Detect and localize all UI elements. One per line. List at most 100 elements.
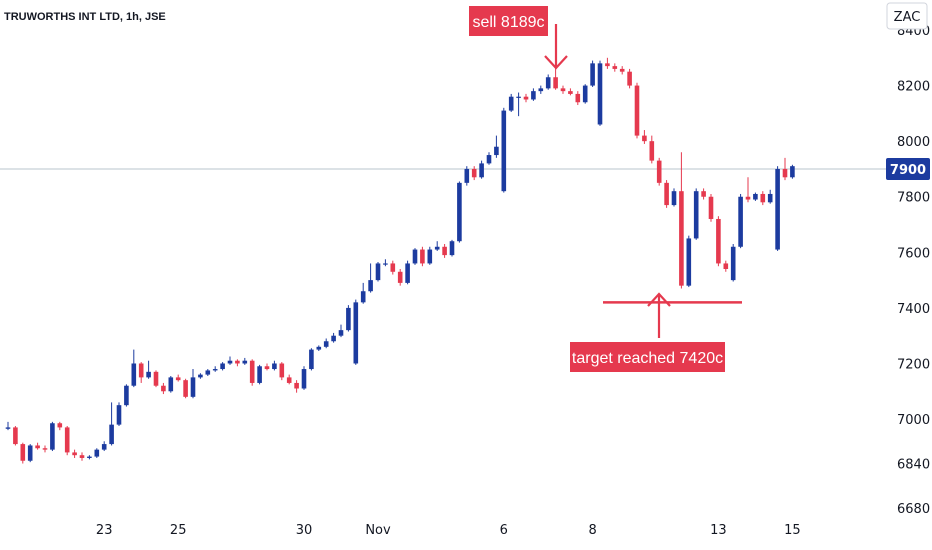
x-axis: 23 25 30 Nov 6 8 13 15 <box>96 523 801 538</box>
candle-body <box>427 249 433 264</box>
candle-body <box>701 191 706 197</box>
candle-body <box>116 405 122 425</box>
candle-body <box>175 377 181 381</box>
candle-body <box>94 449 100 457</box>
candle-body <box>397 271 403 283</box>
candle-body <box>198 374 203 378</box>
candle-body <box>627 71 632 86</box>
candle-body <box>168 377 174 392</box>
candle-body <box>538 88 544 92</box>
candle-body <box>494 146 499 156</box>
last-price-badge-box <box>886 157 930 180</box>
candle-body <box>767 193 773 203</box>
candle-body <box>782 168 788 178</box>
candle-body <box>50 423 55 450</box>
candle-body <box>434 246 440 250</box>
candle-body <box>760 193 766 203</box>
candle-body <box>264 366 270 370</box>
candle-body <box>686 238 692 286</box>
candle-body <box>212 369 218 371</box>
chart-title: TRUWORTHS INT LTD, 1h, JSE <box>4 11 166 23</box>
candle-body <box>338 330 344 336</box>
candle-body <box>220 363 225 370</box>
candle-body <box>775 168 780 250</box>
y-tick-label: 7200 <box>897 357 930 372</box>
x-tick-label: 23 <box>96 523 113 538</box>
candle-body <box>671 191 677 206</box>
sell-label-box <box>469 6 548 36</box>
candle-body <box>360 291 366 303</box>
candle-body <box>575 93 581 103</box>
y-tick-label: 8000 <box>897 135 930 150</box>
candle-body <box>323 341 329 347</box>
candles <box>5 57 795 464</box>
candle-body <box>72 452 77 456</box>
candle-body <box>501 110 507 192</box>
candle-body <box>101 444 107 450</box>
target-annotation[interactable]: target reached 7420c <box>570 292 725 372</box>
candle-body <box>331 335 336 342</box>
candle-body <box>42 448 48 450</box>
candle-body <box>405 263 410 283</box>
candle-body <box>309 349 314 370</box>
y-tick-label: 6840 <box>897 458 930 473</box>
candle-body <box>353 302 359 364</box>
candle-body <box>190 377 196 397</box>
currency-badge-box <box>886 2 928 30</box>
arrow-down-icon <box>544 24 568 70</box>
candle-body <box>87 456 92 458</box>
candle-body <box>605 63 610 67</box>
candle-body <box>516 96 521 98</box>
y-tick-label: 6680 <box>897 502 930 517</box>
candle-body <box>612 66 618 69</box>
candle-body <box>272 363 277 370</box>
candle-body <box>723 263 729 269</box>
candle-body <box>124 385 129 406</box>
candle-body <box>235 360 240 364</box>
candle-body <box>368 280 373 292</box>
candle-body <box>634 85 640 136</box>
y-tick-label: 8200 <box>897 80 930 95</box>
candle-body <box>131 363 137 386</box>
candle-body <box>590 63 595 86</box>
x-tick-label: 25 <box>170 523 187 538</box>
arrow-up-icon <box>647 292 671 338</box>
y-tick-label: 7800 <box>897 191 930 206</box>
candle-body <box>553 77 558 89</box>
candle-body <box>449 241 455 256</box>
x-tick-label: 13 <box>710 523 727 538</box>
candle-body <box>20 444 26 461</box>
target-label-box <box>570 342 725 372</box>
candle-body <box>346 307 351 331</box>
currency-badge[interactable]: ZAC <box>886 2 928 30</box>
candle-body <box>301 369 307 389</box>
candle-body <box>508 96 514 111</box>
candle-body <box>294 382 299 389</box>
candle-body <box>745 196 751 200</box>
candle-body <box>227 360 233 364</box>
candle-body <box>5 427 11 429</box>
candle-body <box>708 196 714 219</box>
candle-body <box>523 96 529 100</box>
candle-body <box>383 263 388 265</box>
candle-body <box>693 191 699 239</box>
candle-body <box>568 91 573 94</box>
candle-body <box>35 445 40 449</box>
candle-body <box>656 160 662 183</box>
currency-label: ZAC <box>894 10 921 25</box>
candle-body <box>257 366 262 383</box>
candle-body <box>279 363 285 378</box>
candle-body <box>738 196 743 247</box>
candle-body <box>471 168 477 178</box>
candle-body <box>79 455 85 458</box>
candle-body <box>716 218 721 264</box>
candle-body <box>57 423 63 428</box>
candle-body <box>619 68 625 72</box>
candle-body <box>642 135 647 142</box>
candle-body <box>138 363 144 378</box>
sell-annotation[interactable]: sell 8189c <box>469 6 568 70</box>
y-tick-label: 7400 <box>897 302 930 317</box>
candle-body <box>153 371 159 386</box>
candle-body <box>109 424 114 445</box>
